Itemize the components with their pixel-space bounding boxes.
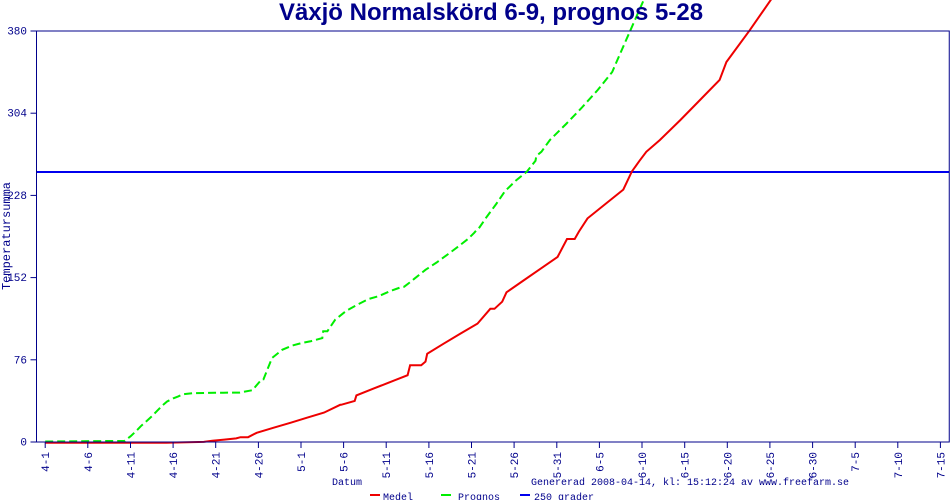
- svg-text:6-15: 6-15: [681, 452, 693, 478]
- svg-text:5-6: 5-6: [340, 452, 352, 472]
- svg-text:5-26: 5-26: [510, 452, 522, 478]
- svg-text:4-6: 4-6: [84, 452, 96, 472]
- svg-text:5-21: 5-21: [468, 452, 480, 479]
- svg-text:6-10: 6-10: [638, 452, 650, 478]
- svg-text:4-11: 4-11: [127, 452, 139, 479]
- svg-text:6-5: 6-5: [595, 452, 607, 472]
- svg-text:76: 76: [14, 355, 27, 367]
- svg-text:304: 304: [7, 109, 27, 121]
- svg-text:5-31: 5-31: [553, 452, 565, 479]
- svg-text:7-5: 7-5: [851, 452, 863, 472]
- svg-text:Temperatursumma: Temperatursumma: [0, 182, 14, 290]
- svg-text:4-26: 4-26: [254, 452, 266, 478]
- svg-text:Medel: Medel: [383, 492, 413, 500]
- svg-text:4-16: 4-16: [169, 452, 181, 478]
- svg-text:6-20: 6-20: [723, 452, 735, 478]
- svg-text:Prognos: Prognos: [458, 493, 500, 500]
- svg-text:5-11: 5-11: [382, 452, 394, 479]
- svg-text:4-1: 4-1: [41, 452, 53, 472]
- svg-text:0: 0: [20, 438, 27, 450]
- svg-text:Datum: Datum: [332, 478, 362, 489]
- svg-text:Genererad 2008-04-14, kl: 15:1: Genererad 2008-04-14, kl: 15:12:24 av ww…: [531, 477, 849, 489]
- svg-text:380: 380: [7, 27, 27, 39]
- svg-text:Växjö Normalskörd 6-9, prognos: Växjö Normalskörd 6-9, prognos 5-28: [279, 0, 703, 26]
- svg-text:6-30: 6-30: [809, 452, 821, 478]
- svg-text:7-15: 7-15: [936, 452, 948, 478]
- svg-text:6-25: 6-25: [766, 452, 778, 478]
- svg-text:4-21: 4-21: [212, 452, 224, 479]
- svg-text:250 grader: 250 grader: [534, 492, 594, 500]
- svg-text:5-1: 5-1: [297, 452, 309, 472]
- svg-text:5-16: 5-16: [425, 452, 437, 478]
- svg-text:7-10: 7-10: [894, 452, 906, 478]
